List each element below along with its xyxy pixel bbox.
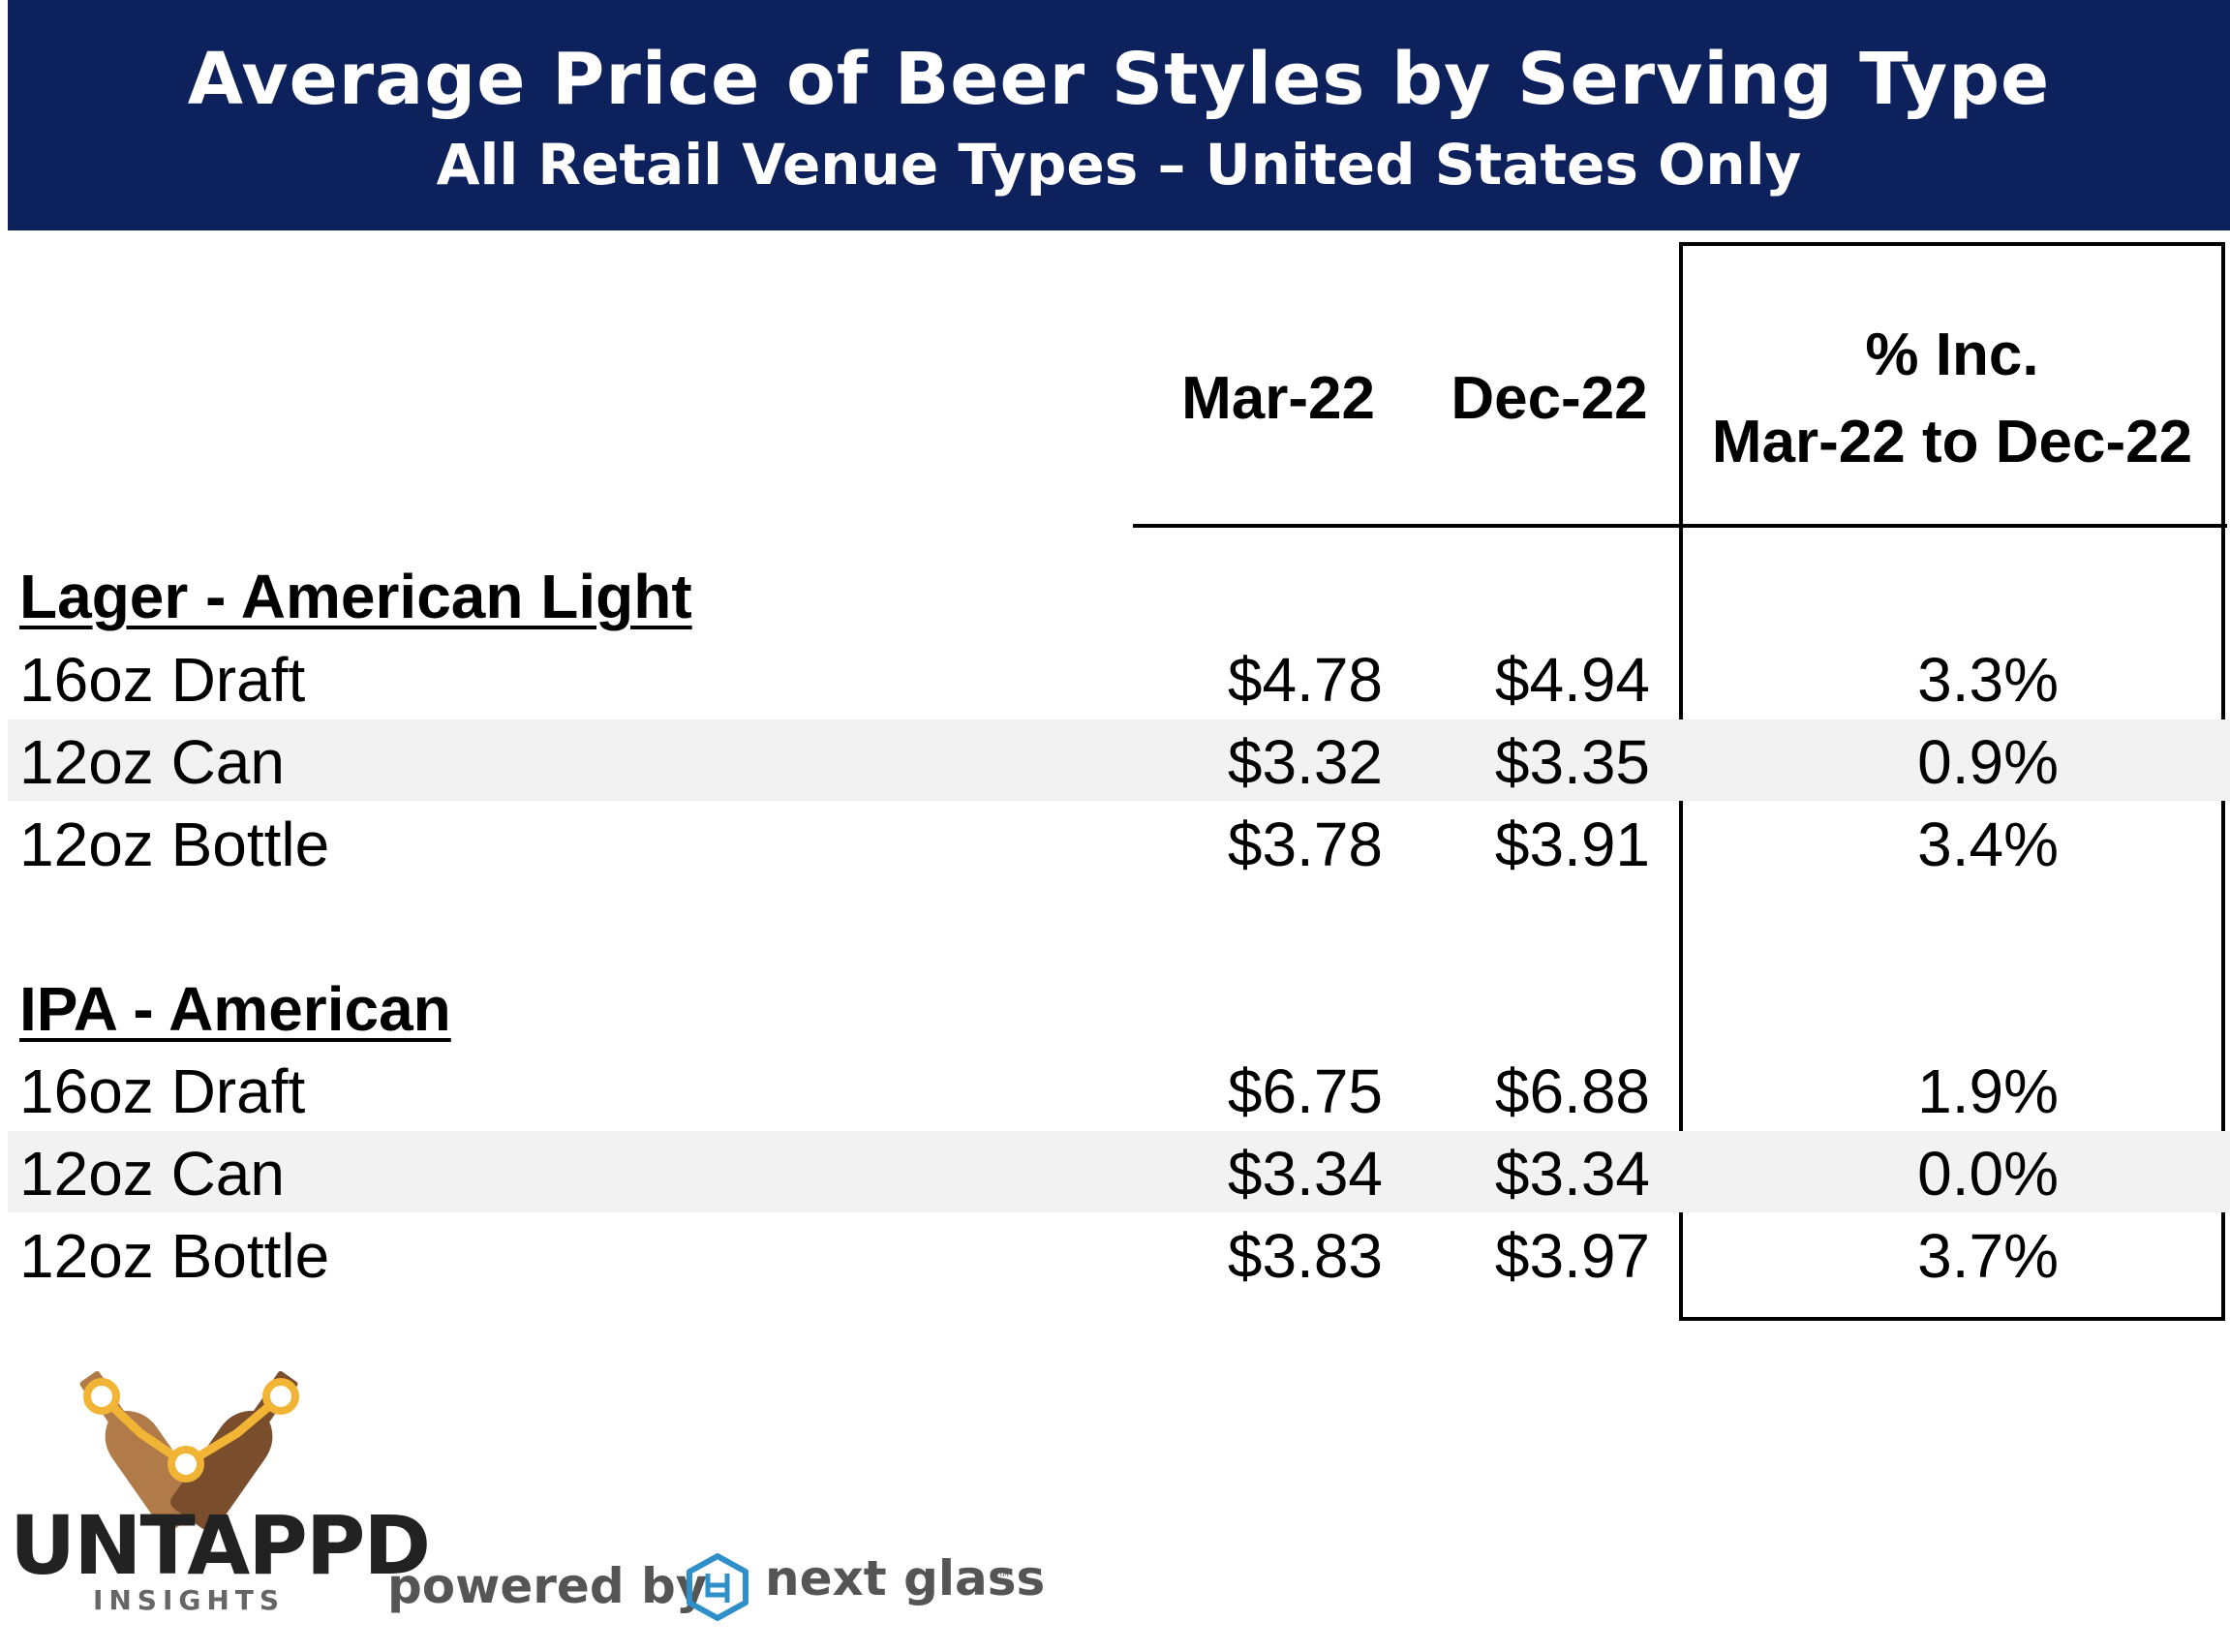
row-label: 12oz Bottle	[19, 1221, 330, 1291]
value-pct: 1.9%	[1917, 1056, 2059, 1126]
value-dec22: $3.91	[1494, 810, 1650, 879]
value-mar22: $6.75	[1227, 1056, 1383, 1126]
col-header-dec22: Dec-22	[1451, 365, 1648, 432]
title-banner: Average Price of Beer Styles by Serving …	[8, 0, 2230, 230]
value-mar22: $3.34	[1227, 1139, 1383, 1208]
value-dec22: $3.34	[1494, 1139, 1650, 1208]
group-title-lager: Lager - American Light	[19, 562, 692, 631]
chart-title: Average Price of Beer Styles by Serving …	[187, 38, 2051, 121]
value-pct: 3.4%	[1917, 810, 2059, 879]
col-header-pct-line2: Mar-22 to Dec-22	[1711, 409, 2193, 475]
row-band	[8, 1131, 2230, 1212]
partner-wordmark: next glass	[765, 1550, 1046, 1606]
beer-bottles-logo-icon	[79, 1370, 299, 1532]
value-pct: 3.3%	[1917, 645, 2059, 715]
row-band	[8, 719, 2230, 801]
next-glass-logo-icon	[687, 1553, 748, 1621]
value-dec22: $4.94	[1494, 645, 1650, 715]
trademark-mark: ™	[997, 1571, 1011, 1586]
header-rule	[1133, 524, 2227, 528]
row-label: 16oz Draft	[19, 1056, 306, 1126]
value-dec22: $3.97	[1494, 1221, 1650, 1291]
value-dec22: $3.35	[1494, 727, 1650, 797]
brand-wordmark: UNTAPPD	[10, 1498, 431, 1593]
group-title-ipa: IPA - American	[19, 974, 451, 1044]
row-label: 12oz Bottle	[19, 810, 330, 879]
row-label: 12oz Can	[19, 727, 285, 797]
value-pct: 0.0%	[1917, 1139, 2059, 1208]
col-header-pct-line1: % Inc.	[1865, 321, 2039, 388]
chart-subtitle: All Retail Venue Types – United States O…	[436, 132, 1802, 198]
brand-subtitle: INSIGHTS	[92, 1584, 286, 1616]
value-mar22: $4.78	[1227, 645, 1383, 715]
value-mar22: $3.32	[1227, 727, 1383, 797]
row-label: 16oz Draft	[19, 645, 306, 715]
row-label: 12oz Can	[19, 1139, 285, 1208]
value-dec22: $6.88	[1494, 1056, 1650, 1126]
value-pct: 0.9%	[1917, 727, 2059, 797]
value-pct: 3.7%	[1917, 1221, 2059, 1291]
value-mar22: $3.83	[1227, 1221, 1383, 1291]
value-mar22: $3.78	[1227, 810, 1383, 879]
powered-by-label: powered by	[387, 1558, 708, 1614]
col-header-mar22: Mar-22	[1181, 365, 1375, 432]
